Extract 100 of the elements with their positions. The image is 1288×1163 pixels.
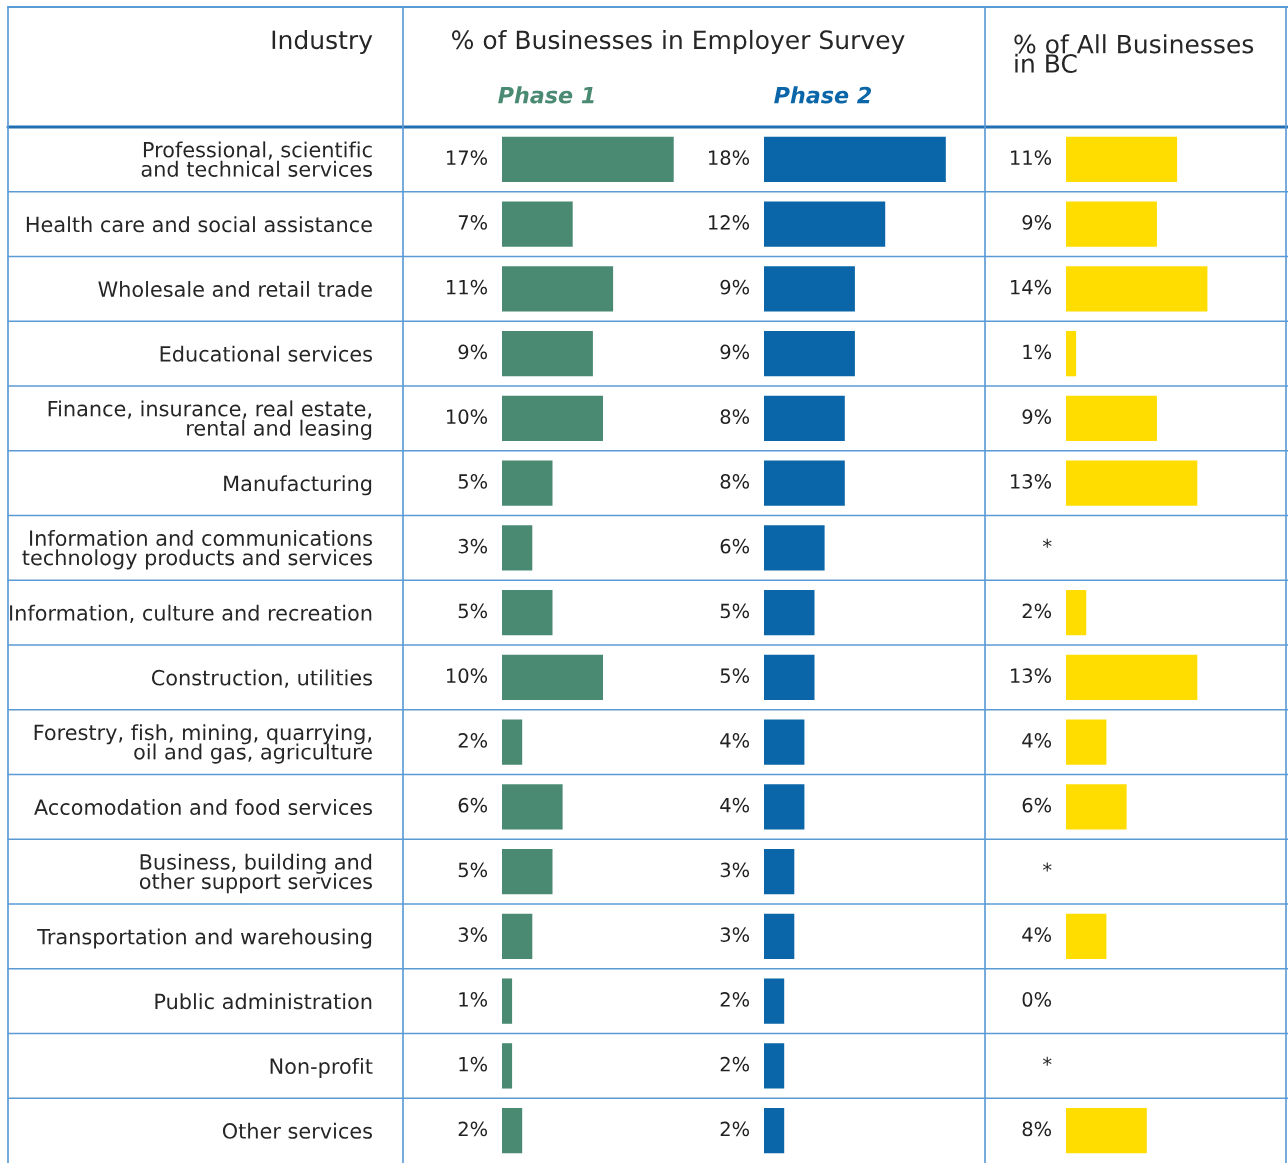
bar xyxy=(764,395,845,442)
bar xyxy=(502,848,553,895)
data-label: 2% xyxy=(458,733,488,748)
bar xyxy=(502,719,523,765)
data-label: 3% xyxy=(720,862,750,878)
data-label: 9% xyxy=(720,279,750,295)
bar xyxy=(1066,330,1077,377)
bar xyxy=(764,589,815,636)
data-label: 8% xyxy=(720,474,750,489)
chart-title: Phase 2 xyxy=(774,86,872,104)
bar xyxy=(764,719,805,765)
y-tick-label: Accomodation and food services xyxy=(34,798,372,816)
bar xyxy=(764,525,825,571)
bar xyxy=(764,1107,785,1154)
bar xyxy=(1066,395,1157,442)
bar xyxy=(1066,784,1127,830)
data-label: 2% xyxy=(458,1121,488,1137)
y-tick-label: Information, culture and recreation xyxy=(10,604,372,623)
bar xyxy=(502,330,593,377)
data-label: 17% xyxy=(447,150,488,166)
bar xyxy=(764,1043,785,1089)
bar xyxy=(764,330,855,377)
data-label: 9% xyxy=(458,344,488,360)
y-tick-label: Public administration xyxy=(155,993,372,1010)
bar xyxy=(502,784,563,830)
data-label: 5% xyxy=(458,862,488,878)
data-label: 13% xyxy=(1011,668,1052,684)
bar xyxy=(764,266,855,312)
bar xyxy=(502,1043,513,1089)
data-label: 2% xyxy=(720,992,750,1007)
chart-title: Phase 1 xyxy=(498,86,594,104)
y-tick-label: Wholesale and retail trade xyxy=(98,280,372,298)
data-label: 9% xyxy=(1022,215,1052,230)
bar xyxy=(1066,1107,1147,1154)
bar xyxy=(764,654,815,701)
data-label: 5% xyxy=(458,474,488,489)
data-label: 0% xyxy=(1022,992,1052,1007)
data-label: 12% xyxy=(709,215,750,230)
data-label: 9% xyxy=(720,344,750,360)
data-label: 2% xyxy=(720,1056,750,1072)
chart-title: % of All Businesses in BC xyxy=(1014,34,1254,73)
y-tick-label: Business, building and other support services xyxy=(139,853,372,894)
bar xyxy=(764,848,795,895)
text: * xyxy=(1042,862,1052,872)
bar xyxy=(764,136,946,183)
y-tick-label: Professional, scientific and technical services xyxy=(141,141,372,177)
y-tick-label: Finance, insurance, real estate, rental and leasing xyxy=(48,400,372,440)
bar xyxy=(502,1107,523,1154)
data-label: 7% xyxy=(458,215,488,230)
bar xyxy=(1066,460,1198,506)
text: * xyxy=(1042,538,1052,548)
data-label: 8% xyxy=(1022,1121,1052,1137)
data-label: 8% xyxy=(720,409,750,425)
data-label: 6% xyxy=(1022,797,1052,813)
bar xyxy=(1066,589,1087,636)
y-tick-label: Construction, utilities xyxy=(151,669,372,688)
y-tick-label: Other services xyxy=(222,1122,372,1139)
data-label: 3% xyxy=(720,927,750,943)
bar xyxy=(764,978,785,1024)
bar xyxy=(1066,201,1157,247)
data-label: 18% xyxy=(709,150,750,166)
data-label: 5% xyxy=(458,603,488,619)
bar xyxy=(764,784,805,830)
y-tick-label: Forestry, fish, mining, quarrying, oil and gas, agriculture xyxy=(34,724,372,764)
bar xyxy=(502,460,553,506)
bar xyxy=(502,978,513,1024)
y-tick-label: Educational services xyxy=(160,345,372,362)
data-label: 14% xyxy=(1011,279,1052,295)
data-label: 2% xyxy=(720,1121,750,1137)
bar xyxy=(502,913,533,960)
data-label: 13% xyxy=(1011,474,1052,489)
data-label: 4% xyxy=(720,733,750,748)
y-tick-label: Manufacturing xyxy=(224,475,372,496)
data-label: 6% xyxy=(720,538,750,554)
bar xyxy=(502,136,674,183)
data-label: 6% xyxy=(458,797,488,813)
y-tick-label: Transportation and warehousing xyxy=(37,928,372,949)
data-label: 1% xyxy=(1023,344,1052,360)
y-tick-label: Health care and social assistance xyxy=(26,216,372,233)
text: * xyxy=(1042,1056,1052,1066)
data-label: 5% xyxy=(720,603,750,619)
bar xyxy=(502,589,553,636)
data-label: 3% xyxy=(458,538,488,554)
data-label: 10% xyxy=(447,409,488,425)
y-axis-title: Industry xyxy=(272,29,373,55)
data-label: 11% xyxy=(1011,150,1052,166)
bar xyxy=(502,201,573,247)
bar xyxy=(764,201,886,247)
data-label: 11% xyxy=(447,279,488,295)
data-label: 5% xyxy=(720,668,750,684)
text: % of Businesses in Employer Survey xyxy=(452,29,905,55)
bar xyxy=(502,525,533,571)
bar xyxy=(502,266,614,312)
bar xyxy=(1066,719,1107,765)
bar xyxy=(1066,654,1198,701)
bar xyxy=(502,654,604,701)
y-tick-label: Information and communications technology products and services xyxy=(22,529,372,570)
bar xyxy=(502,395,604,442)
data-label: 10% xyxy=(447,668,488,684)
y-tick-label: Non-profit xyxy=(270,1057,373,1079)
